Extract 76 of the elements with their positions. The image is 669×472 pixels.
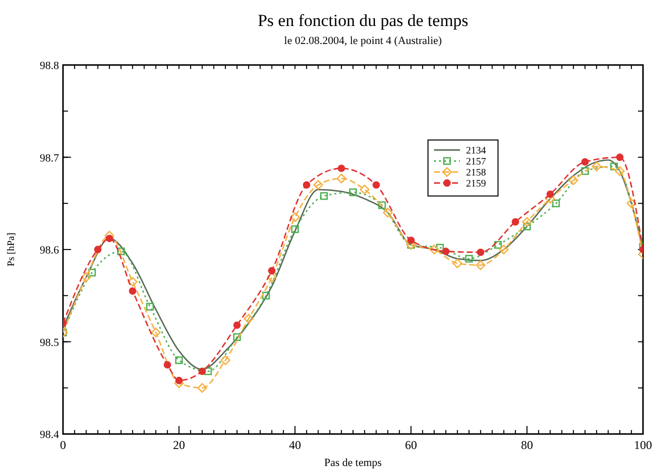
point xyxy=(436,244,444,252)
point xyxy=(372,181,380,189)
point xyxy=(616,154,624,161)
point xyxy=(220,355,230,366)
point xyxy=(465,254,473,263)
y-tick-label: 98.6 xyxy=(40,244,60,256)
point xyxy=(407,236,415,244)
point xyxy=(452,258,462,268)
point xyxy=(268,267,276,274)
point xyxy=(262,292,270,300)
x-tick-label: 100 xyxy=(634,438,652,452)
point xyxy=(290,212,300,222)
point xyxy=(360,184,370,194)
point xyxy=(476,248,484,256)
legend-label: 2157 xyxy=(466,156,486,168)
point xyxy=(197,383,208,393)
y-tick-label: 98.8 xyxy=(40,60,60,72)
point xyxy=(94,246,102,254)
point xyxy=(476,260,486,270)
point xyxy=(522,216,532,227)
point xyxy=(442,248,450,256)
point xyxy=(626,198,636,208)
x-tick-label: 0 xyxy=(60,438,66,452)
x-tick-label: 20 xyxy=(173,438,185,452)
chart-subtitle: le 02.08.2004, le point 4 (Australie) xyxy=(284,35,442,47)
legend-label: 2134 xyxy=(466,146,486,156)
point xyxy=(610,162,618,170)
point xyxy=(128,287,136,295)
point xyxy=(320,192,328,200)
point xyxy=(302,181,310,189)
point xyxy=(523,222,531,230)
point xyxy=(552,200,560,208)
legend-label: 2158 xyxy=(466,168,486,178)
point xyxy=(204,367,212,376)
x-tick-label: 40 xyxy=(289,438,301,452)
x-tick-label: 80 xyxy=(521,438,533,452)
point xyxy=(313,180,324,190)
y-axis-title: Ps [hPa] xyxy=(6,232,17,266)
point xyxy=(164,361,172,369)
x-axis-title: Pas de temps xyxy=(324,457,382,469)
point xyxy=(175,376,183,384)
y-tick-label: 98.4 xyxy=(40,429,60,441)
point xyxy=(581,158,589,166)
point xyxy=(244,314,254,324)
point xyxy=(266,272,277,282)
point xyxy=(233,333,241,341)
point xyxy=(336,174,346,184)
point xyxy=(349,188,357,196)
point xyxy=(546,190,554,198)
point xyxy=(233,321,241,329)
y-tick-label: 98.7 xyxy=(40,152,60,164)
point xyxy=(382,208,393,218)
point xyxy=(429,244,440,254)
point xyxy=(150,328,161,338)
point xyxy=(198,368,206,375)
point xyxy=(291,225,299,234)
x-tick-label: 60 xyxy=(405,438,417,452)
point xyxy=(512,218,520,226)
y-tick-label: 98.5 xyxy=(40,336,60,349)
chart-title: Ps en fonction du pas de temps xyxy=(258,11,468,30)
point xyxy=(81,272,92,282)
point xyxy=(106,234,114,242)
point xyxy=(498,244,509,254)
point xyxy=(88,268,96,276)
point xyxy=(338,164,346,172)
point xyxy=(592,162,602,172)
point xyxy=(581,167,589,175)
point xyxy=(378,201,386,210)
point xyxy=(175,356,183,364)
legend-label: 2159 xyxy=(466,178,486,190)
point xyxy=(146,302,154,311)
point xyxy=(568,175,578,186)
point xyxy=(117,247,125,256)
point xyxy=(614,166,625,176)
point xyxy=(494,241,502,249)
point xyxy=(128,276,138,287)
